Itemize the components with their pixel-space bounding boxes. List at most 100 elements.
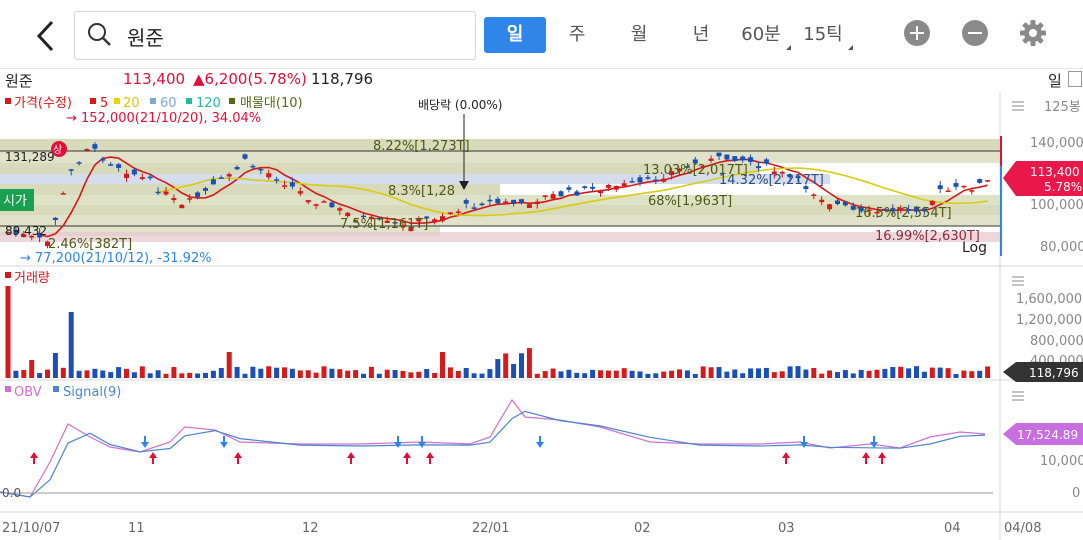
volume-bar [598,370,603,378]
volume-bar [914,366,919,378]
volume-bar [384,369,390,378]
axis-tick: 140,000 [1030,136,1083,151]
sell-signal-icon [800,442,808,448]
candle [977,179,983,183]
back-arrow-icon[interactable] [30,16,64,56]
volume-bar [503,353,509,378]
volume-profile-band [0,205,1000,215]
sell-signal-icon [220,442,228,448]
volume-bar [274,367,280,378]
volume-bar [985,366,991,378]
candle [124,173,129,179]
volume-bar [613,370,619,378]
volume-bar [858,369,864,378]
volume-profile-band [0,232,1000,242]
buy-signal-icon [234,452,242,458]
candle [850,205,856,210]
search-input[interactable]: 원준 [74,11,476,60]
volume-bars [5,286,991,378]
candle [408,228,414,232]
candle [495,198,501,204]
volume-bar [155,370,161,378]
candle [661,178,667,182]
plus-circle-icon[interactable] [904,20,930,46]
obv-lines [0,398,986,498]
candle [258,168,264,171]
price-legend: 가격(수정) 5 20 60 120 매물대(10) [5,96,303,111]
low-note: → 77,200(21/10/12), -31.92% [20,251,212,266]
volume-bar [756,368,761,378]
candle [313,204,319,206]
volume-bar [408,372,414,378]
buy-signal-icon [347,452,355,458]
candle [424,216,430,219]
menu-icon[interactable] [1012,276,1024,286]
tab-year[interactable]: 년 [692,24,710,45]
candle [874,212,880,214]
candle [329,202,335,208]
candle [76,162,82,164]
volume-bar [716,367,722,378]
gear-icon[interactable] [1018,18,1048,48]
log-scale-label[interactable]: Log [962,240,987,256]
volume-bar [519,353,524,378]
stock-chart[interactable]: 가격(수정) 5 20 60 120 매물대(10) → 152,000(21/… [0,92,1083,540]
volume-bar [811,367,817,378]
volume-bar [479,373,485,378]
tab-15tick[interactable]: 15틱 [802,17,853,53]
candle [266,173,272,178]
legend-ma120: 120 [196,96,221,111]
candle [985,180,991,182]
volume-bar [463,367,469,378]
volume-bar [653,373,659,378]
candle [195,192,201,197]
tab-week[interactable]: 주 [568,24,586,45]
candle [716,152,722,157]
tab-month[interactable]: 월 [630,24,648,45]
panel-toggle-box[interactable] [1068,71,1082,87]
candle [234,167,240,170]
volume-bar [590,369,596,378]
candle [305,200,311,203]
candle [289,182,295,187]
volume-bar [684,370,690,378]
sell-signal-icon [870,442,878,448]
candle [605,185,611,188]
volume-bar [495,359,501,378]
vp-label: 7.5%[1,161T] [340,217,428,232]
volume-bar [68,312,74,378]
volume-bar [13,370,19,378]
candle [84,149,90,151]
candle [171,197,177,201]
candle [487,199,493,202]
ref-high-label: 131,289 [5,150,55,164]
candle [471,207,477,209]
volume-bar [677,369,682,378]
volume-profile-band [0,163,760,174]
minus-circle-icon[interactable] [962,20,988,46]
candle [526,204,532,208]
obv-line [0,398,986,498]
candle [392,222,398,224]
volume-bar [700,366,706,378]
volume-bar [526,348,532,378]
vp-label: 68%[1,963T] [648,194,732,209]
tab-day[interactable]: 일 [484,17,546,53]
menu-icon[interactable] [1012,391,1024,401]
x-tick: 12 [302,521,319,536]
vp-label: 2.46%[382T] [48,237,132,252]
volume-bar [779,371,785,378]
volume-bar [147,373,153,378]
volume-bar [29,360,35,378]
candle [250,165,256,168]
volume-bar [977,370,983,378]
candle [479,203,485,206]
volume-bar [242,373,248,378]
search-value: 원준 [127,26,164,50]
candlestick-series [5,142,991,249]
buy-signal-icon [426,452,434,458]
legend-ma5: 5 [100,96,108,111]
volume-bar [131,372,137,378]
menu-icon[interactable] [1012,101,1024,111]
tab-60min[interactable]: 60분 [740,17,791,53]
